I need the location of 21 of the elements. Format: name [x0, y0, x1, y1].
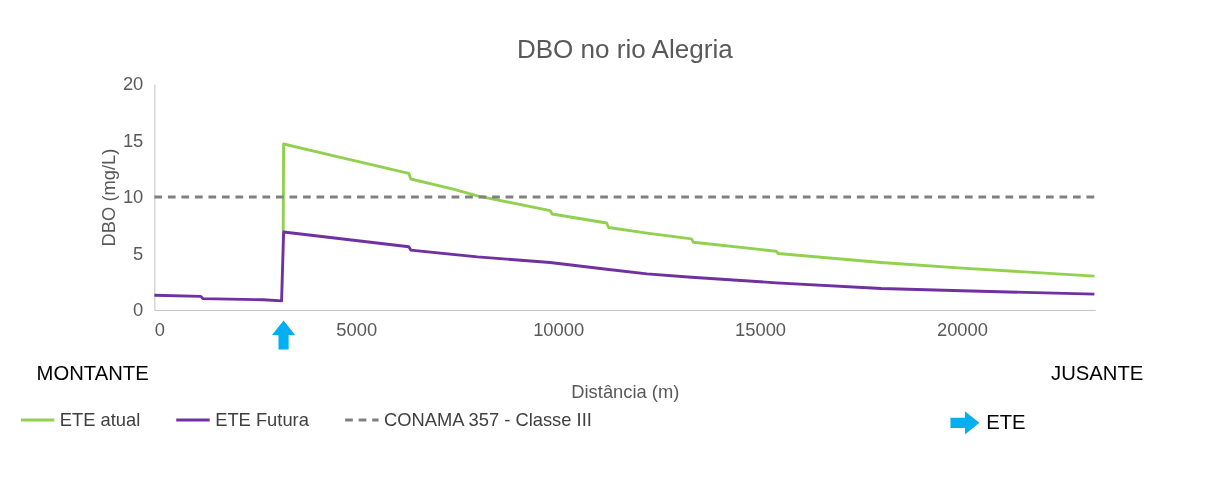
y-tick-label: 5: [133, 242, 144, 264]
x-tick-label: 20000: [936, 319, 988, 341]
y-tick-label: 20: [122, 73, 144, 95]
chart-title: DBO no rio Alegria: [516, 34, 734, 65]
text: MONTANTE: [36, 362, 149, 385]
y-axis-title: DBO (mg/L): [98, 148, 120, 247]
line-series: [152, 230, 1096, 303]
y-tick-label: 10: [122, 186, 144, 208]
text: ETE: [986, 410, 1026, 433]
x-tick-label: 10000: [533, 319, 585, 341]
legend-label: ETE Futura: [215, 408, 310, 430]
y-tick-label: 15: [122, 129, 144, 151]
x-tick-label: 0: [154, 319, 166, 341]
legend-label: CONAMA 357 - Classe III: [384, 408, 592, 430]
line-series: [281, 142, 1096, 278]
x-tick-label: 15000: [735, 319, 787, 341]
legend-label: ETE atual: [59, 408, 141, 430]
text: JUSANTE: [1051, 362, 1144, 385]
y-tick-label: 0: [133, 299, 144, 321]
x-tick-label: 5000: [336, 319, 378, 341]
x-axis-title: Distância (m): [571, 381, 680, 403]
